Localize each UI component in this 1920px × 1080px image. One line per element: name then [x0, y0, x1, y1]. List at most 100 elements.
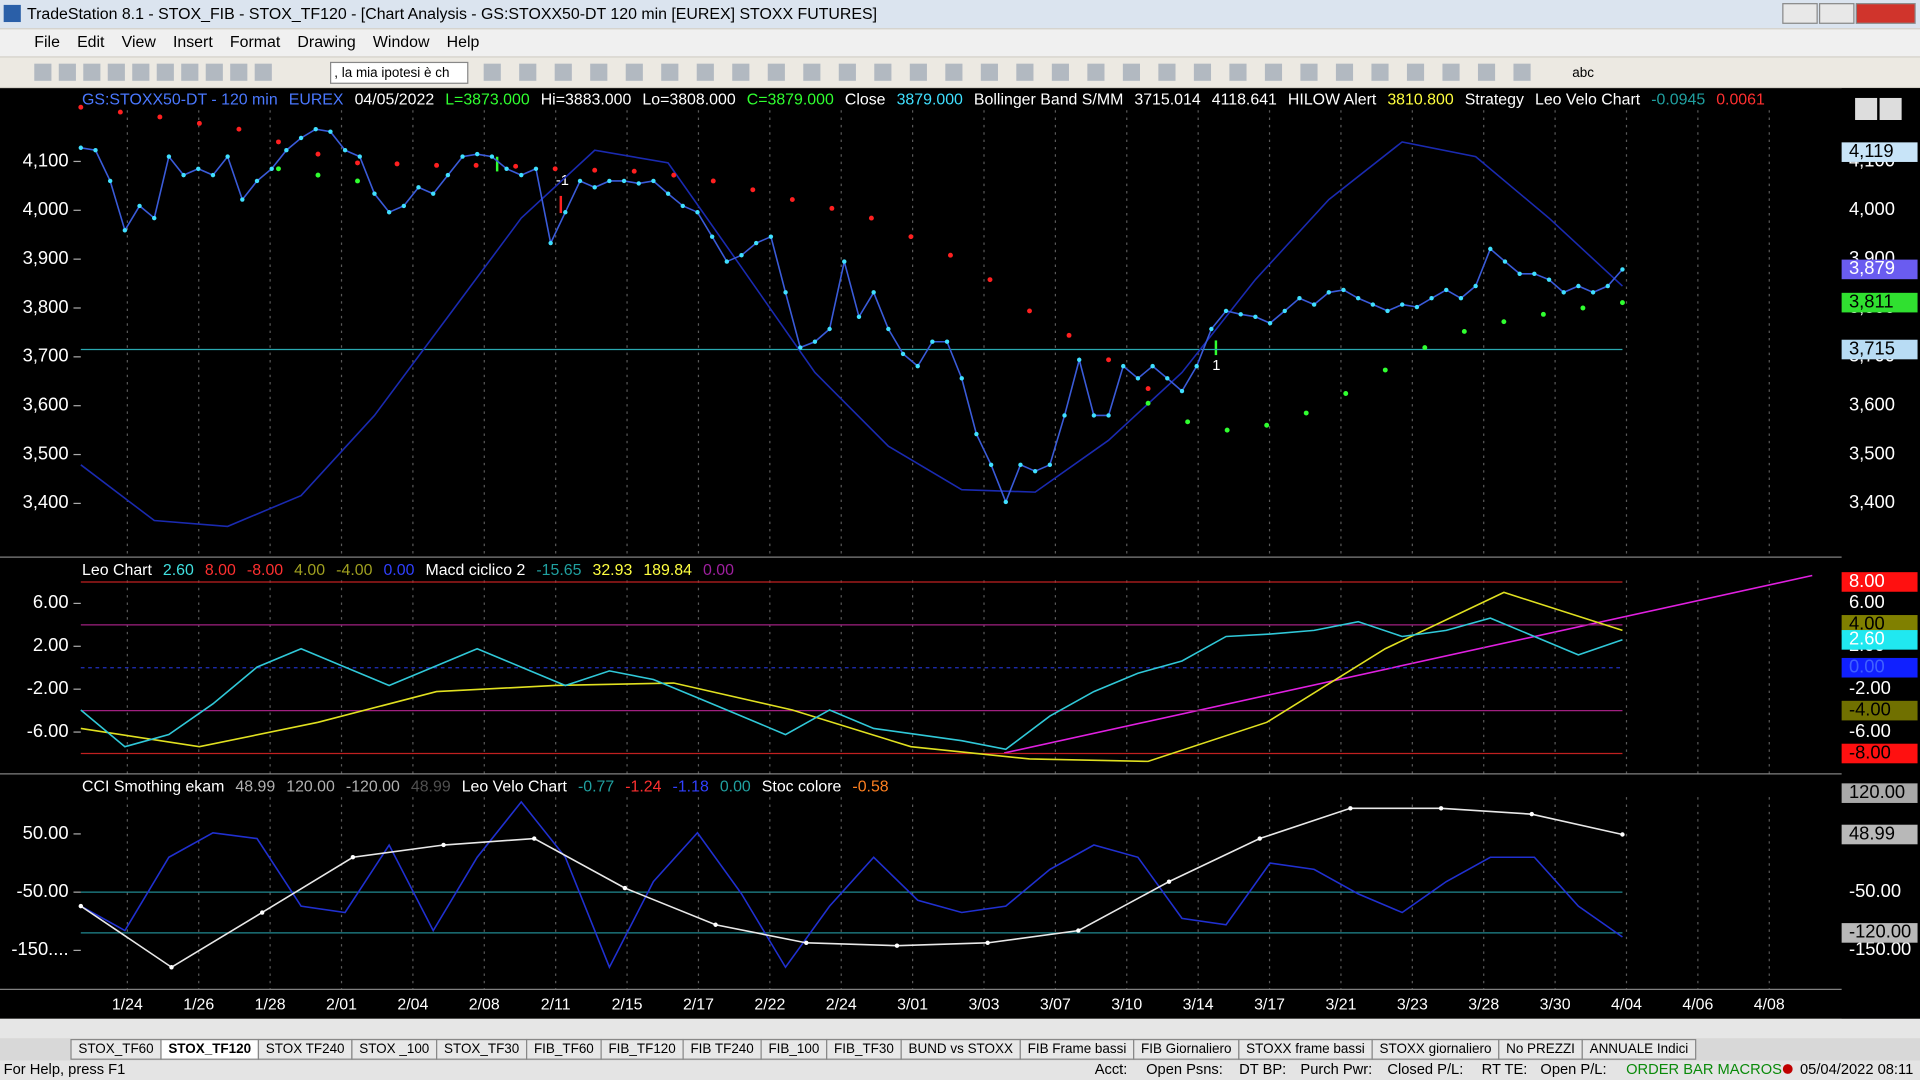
panel-header: -1.18 — [673, 779, 709, 796]
menu-item[interactable]: Format — [230, 34, 281, 51]
series-dot — [886, 326, 891, 332]
panel-header: -0.77 — [578, 779, 614, 796]
series-dot — [974, 431, 979, 437]
series-dot — [783, 290, 788, 295]
series-dot — [548, 240, 553, 246]
toolbar-icon[interactable] — [181, 63, 199, 81]
toolbar-icon[interactable] — [34, 63, 52, 81]
panel-header: 189.84 — [643, 562, 692, 579]
toolbar-icon[interactable] — [156, 63, 174, 81]
maximize-button[interactable] — [1818, 3, 1855, 24]
series-dot — [1257, 836, 1262, 841]
series-dot — [1106, 413, 1111, 418]
y-tick-label: 3,700 — [23, 345, 69, 366]
toolbar-icon[interactable] — [554, 63, 572, 81]
menu-item[interactable]: Drawing — [297, 34, 355, 51]
series-dot — [1517, 271, 1522, 277]
x-tick-label: 2/15 — [612, 997, 643, 1014]
sheet-tab-label: STOX_TF30 — [444, 1041, 519, 1056]
toolbar-icon[interactable] — [1513, 63, 1531, 81]
close-button[interactable] — [1855, 3, 1916, 24]
series-dot — [259, 910, 265, 915]
toolbar-icon[interactable] — [732, 63, 750, 81]
toolbar-icon[interactable] — [767, 63, 785, 81]
menu-item[interactable]: Edit — [77, 34, 105, 51]
toolbar-icon[interactable] — [696, 63, 714, 81]
toolbar-icon[interactable] — [980, 63, 998, 81]
toolbar-icon[interactable] — [1229, 63, 1247, 81]
status-field: Purch Pwr: — [1300, 1062, 1372, 1078]
series-dot — [750, 187, 756, 193]
toolbar-icon[interactable] — [1371, 63, 1389, 81]
toolbar-icon[interactable] — [58, 63, 76, 81]
series-dot — [416, 185, 421, 190]
toolbar-icon[interactable] — [661, 63, 679, 81]
toolbar-icon[interactable] — [945, 63, 963, 81]
toolbar-icon[interactable] — [132, 63, 150, 81]
toolbar-icon[interactable] — [1406, 63, 1425, 81]
series-dot — [1150, 363, 1155, 369]
toolbar-icon[interactable] — [1264, 63, 1283, 81]
series-dot — [1165, 376, 1170, 381]
panel-header: Hi=3883.000 — [541, 92, 632, 109]
menu-item[interactable]: Help — [447, 34, 480, 51]
minimize-button[interactable] — [1782, 3, 1818, 24]
menu-item[interactable]: Window — [373, 34, 430, 51]
toolbar-icon[interactable] — [1300, 63, 1318, 81]
series-dot — [1003, 499, 1008, 505]
toolbar-icon[interactable] — [1051, 63, 1069, 81]
text-tool[interactable]: abc — [1572, 65, 1594, 80]
toolbar-icon[interactable] — [1122, 63, 1140, 81]
pane-restore[interactable] — [1879, 97, 1902, 120]
toolbar-icon[interactable] — [1016, 63, 1034, 81]
menu-item[interactable]: View — [122, 34, 157, 51]
trend-line — [1003, 574, 1813, 754]
app-icon — [3, 4, 21, 23]
series-dot — [680, 203, 685, 209]
x-tick-label: 2/24 — [826, 997, 857, 1014]
sheet-tab[interactable] — [1581, 1038, 1697, 1060]
toolbar-icon[interactable] — [838, 63, 856, 81]
toolbar-icon[interactable] — [1335, 63, 1354, 81]
toolbar-icon[interactable] — [625, 63, 643, 81]
toolbar-icon[interactable] — [909, 63, 927, 81]
pane-minimize[interactable] — [1855, 97, 1878, 120]
menu-item[interactable]: Insert — [173, 34, 213, 51]
series-dot — [298, 135, 304, 141]
menu-item[interactable]: File — [34, 34, 60, 51]
toolbar-icon[interactable] — [803, 63, 821, 81]
series-dot — [355, 160, 360, 166]
price-marker — [1841, 292, 1918, 313]
status-macros[interactable]: ORDER BAR MACROS — [1626, 1062, 1782, 1078]
series-dot — [434, 162, 440, 168]
toolbar-icon[interactable] — [483, 63, 501, 81]
toolbar-icon[interactable] — [1442, 63, 1460, 81]
toolbar-icon[interactable] — [230, 63, 248, 81]
toolbar-icon[interactable] — [1087, 63, 1105, 81]
series-dot — [577, 178, 583, 184]
combo-box[interactable] — [330, 61, 469, 84]
signal-label: 1 — [1212, 358, 1220, 374]
series-dot — [441, 842, 446, 848]
toolbar-icon[interactable] — [874, 63, 892, 81]
x-tick-label: 2/11 — [541, 997, 571, 1014]
status-datetime: 05/04/2022 08:11 — [1800, 1062, 1913, 1078]
h-scrollbar[interactable] — [0, 1018, 1920, 1039]
toolbar-icon[interactable] — [205, 63, 223, 81]
x-tick-label: 2/08 — [469, 997, 500, 1014]
series-dot — [107, 178, 113, 184]
sheet-tab-label: No PREZZI — [1506, 1041, 1575, 1056]
toolbar-icon[interactable] — [1158, 63, 1176, 81]
price-marker-label: 3,811 — [1849, 290, 1894, 311]
series-dot — [856, 314, 862, 319]
series-dot — [225, 154, 230, 159]
toolbar-icon[interactable] — [254, 63, 272, 81]
toolbar-icon[interactable] — [1477, 63, 1496, 81]
toolbar-icon[interactable] — [519, 63, 537, 81]
toolbar-icon[interactable] — [590, 63, 608, 81]
toolbar-icon[interactable] — [1193, 63, 1212, 81]
series-dot — [948, 252, 953, 258]
series-dot — [533, 166, 539, 171]
toolbar-icon[interactable] — [107, 63, 125, 81]
toolbar-icon[interactable] — [83, 63, 101, 81]
